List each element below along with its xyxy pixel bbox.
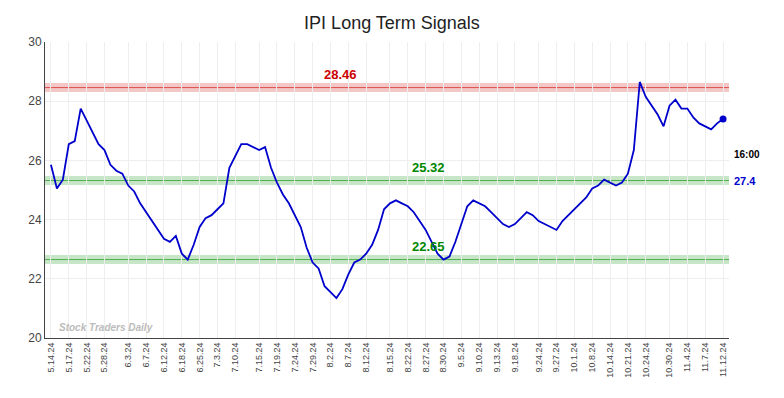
svg-text:8.27.24: 8.27.24 [421,343,431,373]
svg-text:22: 22 [28,272,42,286]
svg-text:8.2.24: 8.2.24 [325,343,335,368]
svg-text:8.12.24: 8.12.24 [361,343,371,373]
svg-text:9.13.24: 9.13.24 [492,343,502,373]
svg-text:28: 28 [28,94,42,108]
svg-text:10.1.24: 10.1.24 [569,343,579,373]
svg-text:8.7.24: 8.7.24 [343,343,353,368]
svg-text:7.29.24: 7.29.24 [308,343,318,373]
svg-text:5.17.24: 5.17.24 [64,343,74,373]
svg-text:9.24.24: 9.24.24 [534,343,544,373]
svg-text:5.22.24: 5.22.24 [82,343,92,373]
svg-text:9.27.24: 9.27.24 [551,343,561,373]
svg-text:11.7.24: 11.7.24 [700,343,710,372]
svg-text:26: 26 [28,154,42,168]
svg-text:10.8.24: 10.8.24 [587,343,597,373]
svg-text:9.10.24: 9.10.24 [474,343,484,373]
svg-text:7.10.24: 7.10.24 [230,343,240,373]
svg-text:28.46: 28.46 [324,67,357,82]
svg-text:10.21.24: 10.21.24 [623,343,633,378]
svg-text:10.14.24: 10.14.24 [605,343,615,378]
svg-text:6.25.24: 6.25.24 [195,343,205,373]
svg-text:8.30.24: 8.30.24 [438,343,448,373]
svg-text:5.14.24: 5.14.24 [46,343,56,373]
svg-text:8.15.24: 8.15.24 [385,343,395,373]
svg-text:11.4.24: 11.4.24 [682,343,692,372]
svg-text:9.5.24: 9.5.24 [456,343,466,368]
svg-text:8.22.24: 8.22.24 [403,343,413,373]
svg-text:7.3.24: 7.3.24 [212,343,222,368]
svg-text:6.18.24: 6.18.24 [177,343,187,373]
svg-text:IPI Long Term Signals: IPI Long Term Signals [304,13,480,33]
svg-text:6.12.24: 6.12.24 [159,343,169,373]
svg-text:6.3.24: 6.3.24 [123,343,133,368]
svg-text:10.30.24: 10.30.24 [664,343,674,378]
svg-text:10.24.24: 10.24.24 [641,343,651,378]
svg-text:5.28.24: 5.28.24 [99,343,109,373]
svg-text:9.18.24: 9.18.24 [510,343,520,373]
svg-text:11.12.24: 11.12.24 [718,343,728,377]
svg-text:20: 20 [28,331,42,345]
svg-text:25.32: 25.32 [412,160,445,175]
svg-text:6.7.24: 6.7.24 [141,343,151,368]
svg-text:7.19.24: 7.19.24 [272,343,282,373]
svg-text:22.65: 22.65 [412,239,445,254]
svg-text:24: 24 [28,213,42,227]
svg-text:7.15.24: 7.15.24 [254,343,264,373]
svg-text:Stock Traders Daily: Stock Traders Daily [59,322,153,333]
svg-text:16:00: 16:00 [734,149,760,160]
svg-text:27.4: 27.4 [734,175,756,187]
svg-text:30: 30 [28,35,42,49]
svg-text:7.24.24: 7.24.24 [290,343,300,373]
